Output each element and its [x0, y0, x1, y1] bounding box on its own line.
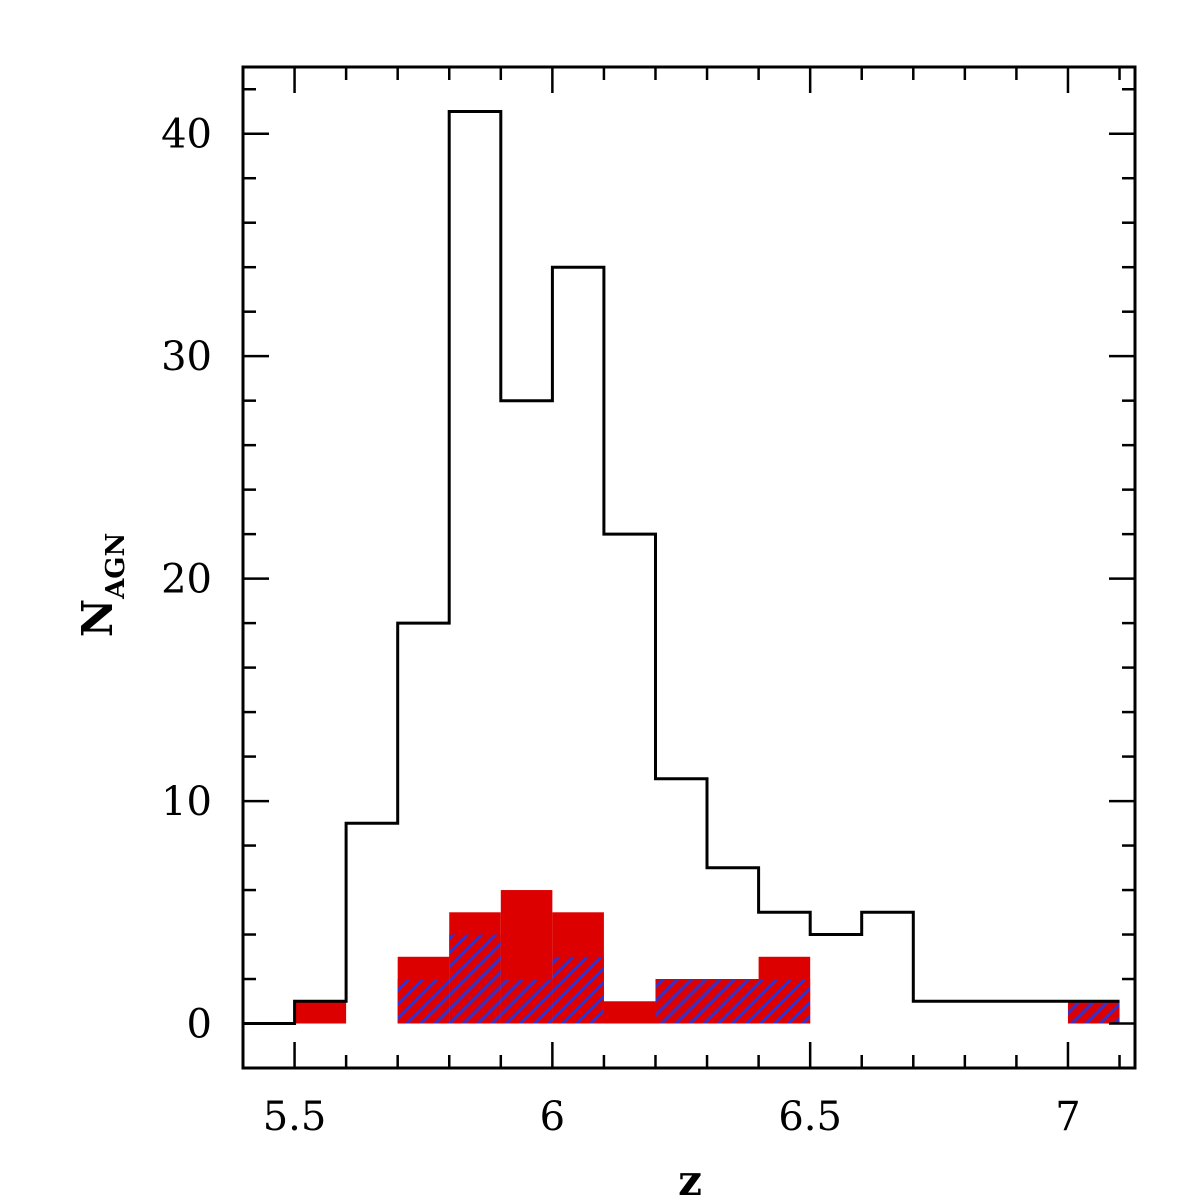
y-tick-label: 0 — [187, 1002, 212, 1048]
x-tick-label: 6.5 — [778, 1094, 842, 1140]
filled-bar — [294, 1001, 347, 1024]
axes-layer — [241, 65, 1137, 1070]
plot-frame — [241, 65, 1137, 1070]
y-axis-title: N — [73, 599, 122, 637]
labels-layer: 5.5 6 6.5 7 0 10 20 30 40 — [161, 112, 1081, 1140]
hatched-bar — [655, 979, 708, 1024]
x-tick-label: 7 — [1055, 1094, 1080, 1140]
y-tick-label: 10 — [161, 779, 212, 825]
hatched-bar — [449, 934, 501, 1024]
y-axis-title-subscript: AGN — [101, 533, 131, 600]
y-axis-title-group: NAGN — [73, 533, 131, 638]
svg-text:NAGN: NAGN — [73, 533, 131, 638]
y-tick-label: 20 — [161, 557, 212, 603]
hatched-bar — [758, 979, 811, 1024]
outline-layer — [243, 110, 1120, 1025]
x-axis-title: z — [678, 1156, 702, 1200]
x-tick-label: 5.5 — [263, 1094, 327, 1140]
bars-layer — [294, 890, 1120, 1024]
hatched-bar — [552, 956, 604, 1024]
hatched-bar — [397, 979, 450, 1024]
hatched-bar — [1067, 1001, 1120, 1024]
y-tick-label: 30 — [161, 334, 212, 380]
x-tick-label: 6 — [540, 1094, 565, 1140]
y-tick-label: 40 — [161, 112, 212, 158]
filled-bar — [603, 1001, 656, 1024]
hatched-bar — [500, 979, 553, 1024]
histogram-outline-series — [243, 110, 1120, 1025]
hatched-bar — [707, 979, 759, 1024]
